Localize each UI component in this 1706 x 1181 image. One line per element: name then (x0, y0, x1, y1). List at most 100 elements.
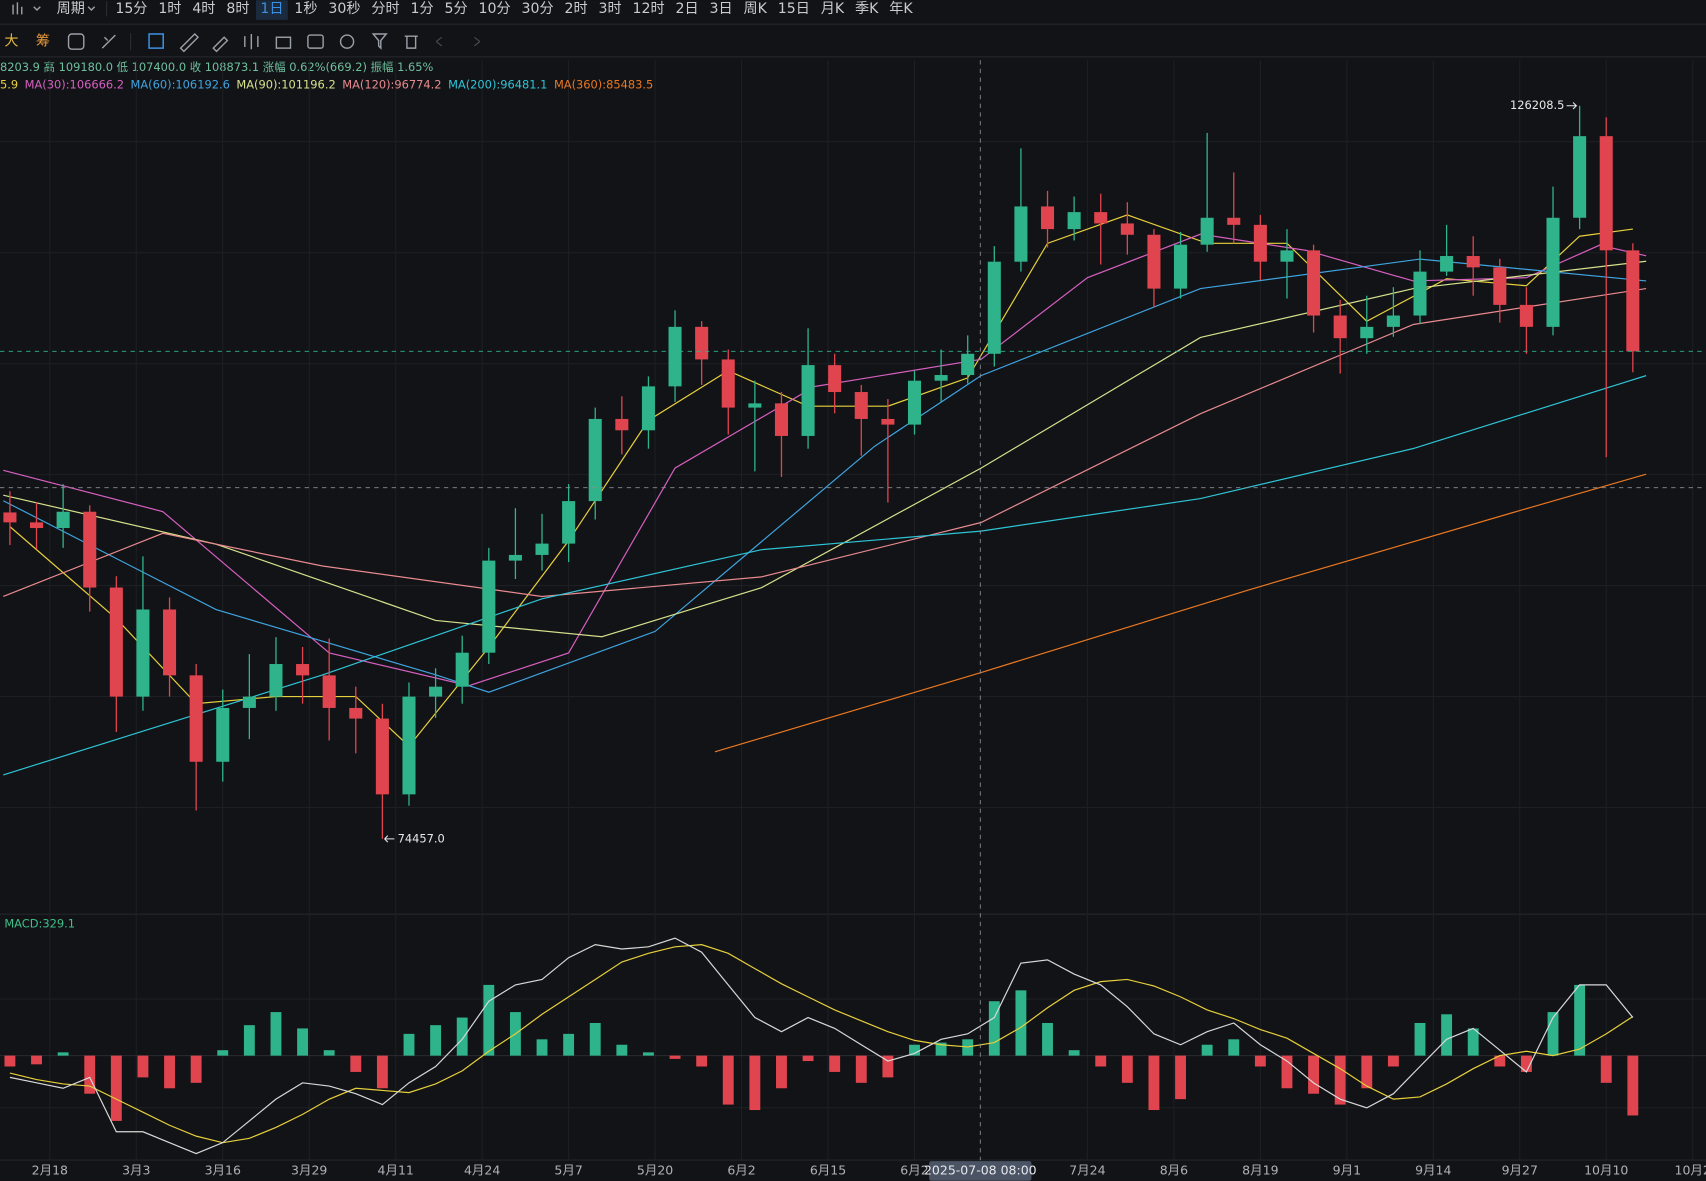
macd-bar (1095, 1055, 1107, 1067)
interval-button[interactable]: 8时 (226, 1, 249, 17)
tool-icon[interactable] (67, 33, 85, 50)
interval-button[interactable]: 1秒 (294, 1, 317, 17)
interval-button[interactable]: 4时 (192, 1, 215, 17)
dea-line (9, 944, 1634, 1144)
interval-button[interactable]: 5分 (444, 1, 467, 17)
candle-body (1493, 267, 1507, 305)
macd-bar (1627, 1055, 1639, 1116)
macd-bar (1361, 1055, 1373, 1089)
interval-button[interactable]: 1分 (410, 1, 433, 17)
lock-icon[interactable] (275, 36, 292, 49)
candle-body (695, 326, 709, 360)
ma-line (3, 375, 1647, 776)
macd-bar (988, 1001, 1000, 1056)
chart-style-button[interactable] (12, 2, 41, 15)
interval-button[interactable]: 15分 (115, 1, 147, 17)
crosshair-label-box (929, 1161, 1032, 1181)
macd-bar (243, 1025, 255, 1056)
pattern-icon[interactable] (244, 33, 259, 50)
macd-bar (616, 1044, 628, 1056)
ruler-icon[interactable] (179, 32, 200, 53)
macd-bar (1281, 1055, 1293, 1089)
candle-body (588, 418, 602, 502)
x-tick-label: 9月14 (1415, 1162, 1451, 1177)
interval-button[interactable]: 3日 (709, 1, 732, 17)
macd-bar (882, 1055, 894, 1078)
candle-body (801, 365, 815, 436)
macd-bar (802, 1055, 814, 1062)
tool-icon[interactable] (101, 34, 116, 49)
candle-body (136, 609, 150, 697)
note-icon[interactable] (307, 34, 324, 49)
delete-icon[interactable] (404, 35, 418, 49)
interval-button[interactable]: 周K (743, 1, 767, 17)
interval-button[interactable]: 12时 (632, 1, 664, 17)
interval-button[interactable]: 年K (889, 1, 913, 17)
legend-entry: MA(30):106666.2 (25, 78, 124, 92)
interval-button[interactable]: 30分 (521, 1, 553, 17)
interval-button[interactable]: 月K (821, 1, 845, 17)
macd-bar (563, 1033, 575, 1056)
redo-icon[interactable] (474, 36, 481, 47)
candle-body (1174, 244, 1188, 289)
tool-chips[interactable]: 筹 (36, 33, 50, 50)
candle-body (1227, 217, 1241, 225)
candle-body (1067, 212, 1081, 230)
macd-bar (1175, 1055, 1186, 1100)
x-tick-label: 5月7 (554, 1162, 582, 1177)
macd-bar (1547, 1012, 1559, 1056)
candle-body (1599, 136, 1613, 251)
macd-bar (1414, 1022, 1426, 1056)
filter-icon[interactable] (371, 33, 388, 50)
interval-button[interactable]: 2日 (675, 1, 698, 17)
interval-button[interactable]: 2时 (564, 1, 587, 17)
macd-bar (57, 1052, 69, 1056)
candle-body (562, 501, 576, 544)
macd-bar (935, 1042, 947, 1056)
x-tick-label: 3月3 (122, 1162, 150, 1177)
interval-button[interactable]: 3时 (598, 1, 621, 17)
undo-icon[interactable] (435, 36, 443, 47)
interval-button[interactable]: 分时 (371, 1, 399, 17)
pen-icon[interactable] (212, 36, 229, 53)
macd-bar (1334, 1055, 1346, 1105)
macd-bar (217, 1050, 229, 1056)
candle-body (29, 522, 44, 529)
magnet-icon[interactable] (339, 34, 355, 49)
candle-body (1413, 271, 1427, 316)
macd-bar (696, 1055, 708, 1067)
interval-button[interactable]: 1日 (260, 1, 283, 17)
candle-body (1147, 234, 1161, 289)
macd-bar (1308, 1055, 1320, 1094)
interval-button[interactable]: 1时 (158, 1, 181, 17)
candle-body (455, 652, 469, 687)
candle-body (854, 392, 868, 419)
interval-button[interactable]: 30秒 (328, 1, 360, 17)
macd-bar (1441, 1014, 1453, 1056)
candle-body (748, 403, 762, 408)
macd-bar (1494, 1055, 1506, 1067)
candle-body (907, 380, 922, 425)
candle-body (1120, 223, 1134, 235)
period-menu[interactable]: 周期 (57, 1, 85, 17)
candle-body (1360, 326, 1374, 339)
macd-bar (829, 1055, 841, 1072)
x-tick-label: 8月19 (1242, 1162, 1278, 1177)
tool-icon[interactable] (148, 33, 164, 49)
interval-button[interactable]: 季K (855, 1, 879, 17)
candle-body (668, 326, 682, 387)
tool-big[interactable]: 大 (4, 34, 18, 50)
candle-body (987, 261, 1001, 354)
interval-button[interactable]: 10分 (478, 1, 510, 17)
legend-entry: MA(90):101196.2 (236, 78, 335, 92)
x-tick-label: 7月24 (1069, 1162, 1105, 1177)
candle-body (109, 587, 123, 697)
interval-button[interactable]: 15日 (778, 1, 810, 17)
macd-bar (1015, 990, 1027, 1056)
macd-bar (1228, 1039, 1240, 1056)
candle-body (1626, 250, 1640, 352)
macd-bar (1574, 984, 1586, 1056)
